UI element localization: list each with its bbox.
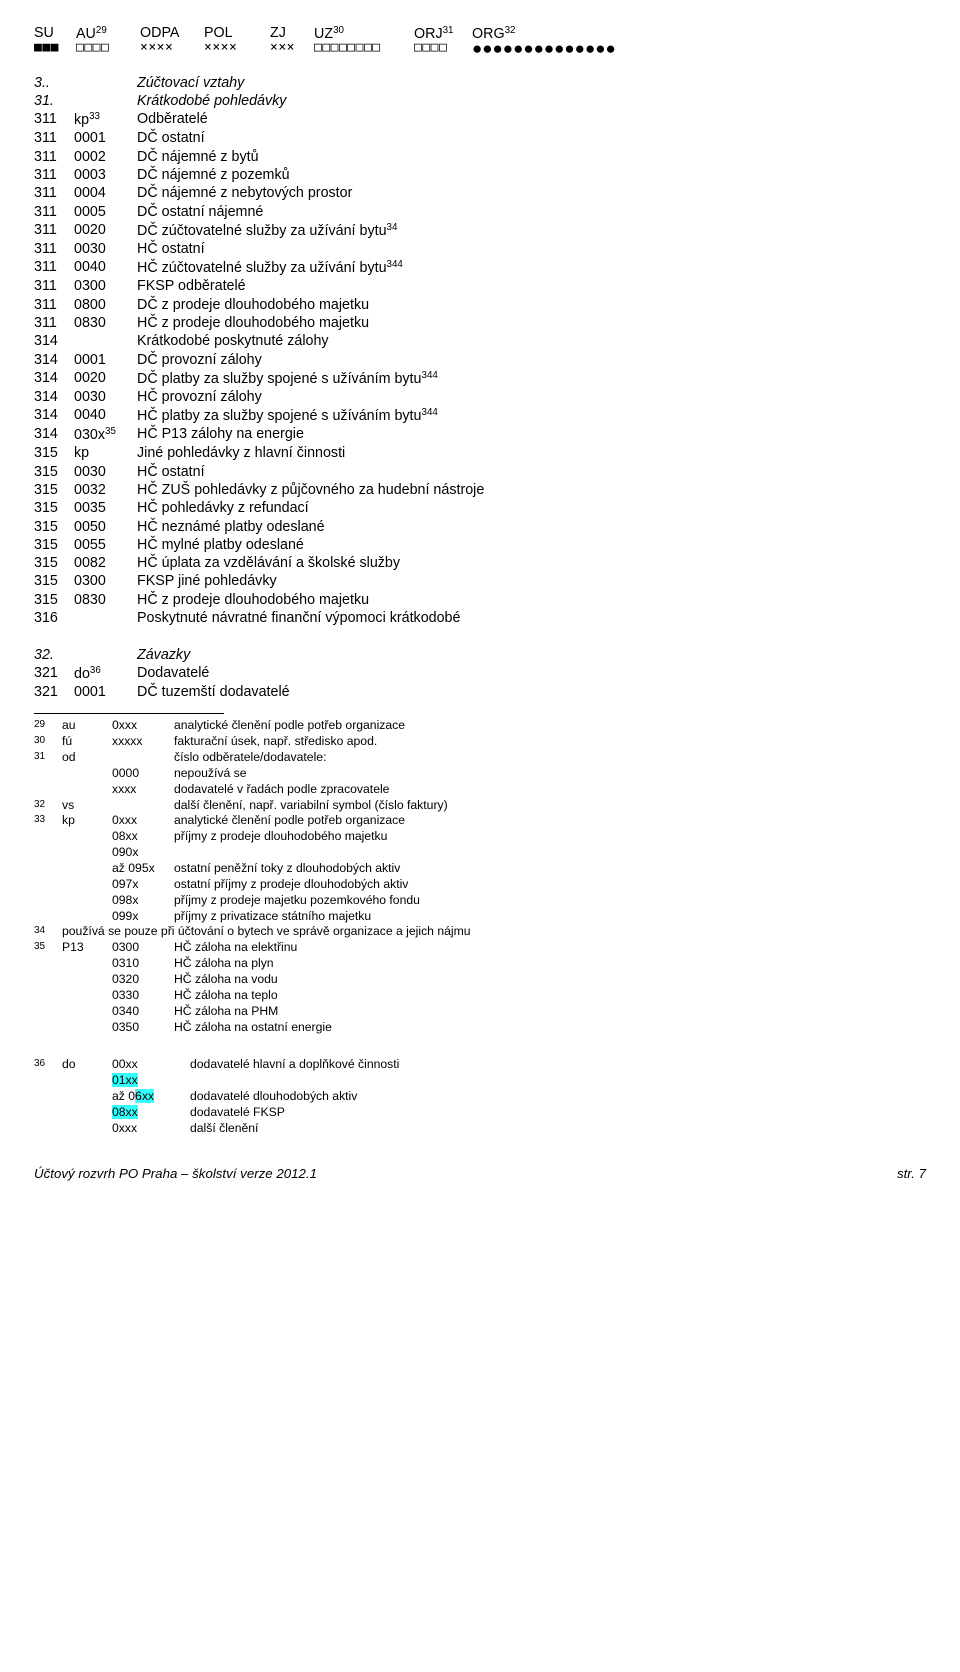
footnote-line: 08xxpříjmy z prodeje dlouhodobého majetk… xyxy=(34,829,926,845)
page-footer: Účtový rozvrh PO Praha – školství verze … xyxy=(34,1165,926,1182)
table-row: 3140001DČ provozní zálohy xyxy=(34,351,484,369)
table-row: 3150830HČ z prodeje dlouhodobého majetku xyxy=(34,591,484,609)
table-row: 3110001DČ ostatní xyxy=(34,129,484,147)
table-row: 3110830HČ z prodeje dlouhodobého majetku xyxy=(34,314,484,332)
footnote-line: 08xxdodavatelé FKSP xyxy=(34,1105,926,1121)
footnote-line: 097xostatní příjmy z prodeje dlouhodobýc… xyxy=(34,877,926,893)
footnote-36: 36do00xxdodavatelé hlavní a doplňkové či… xyxy=(34,1057,926,1136)
column-mask-row: ■■■ □□□□ ×××× ×××× ××× □□□□□□□□ □□□□ ●●●… xyxy=(34,42,926,64)
table-row: 3110002DČ nájemné z bytů xyxy=(34,148,484,166)
table-row: 3110300FKSP odběratelé xyxy=(34,277,484,295)
footer-right: str. 7 xyxy=(897,1165,926,1182)
footnote-line: 098xpříjmy z prodeje majetku pozemkového… xyxy=(34,893,926,909)
table-row: 3150030HČ ostatní xyxy=(34,463,484,481)
table-row: 3110040HČ zúčtovatelné služby za užívání… xyxy=(34,258,484,277)
table-row: 3150300FKSP jiné pohledávky xyxy=(34,572,484,590)
account-list: 3..Zúčtovací vztahy31.Krátkodobé pohledá… xyxy=(34,74,484,701)
footnote-line: 090x xyxy=(34,845,926,861)
footnote-line: 0350HČ záloha na ostatní energie xyxy=(34,1020,926,1036)
footnote-line: 0xxxdalší členění xyxy=(34,1121,926,1137)
footnote-line: 31odčíslo odběratele/dodavatele: xyxy=(34,750,926,766)
table-row: 311kp33Odběratelé xyxy=(34,110,484,129)
footnote-line: 0000nepoužívá se xyxy=(34,766,926,782)
table-row: 3150050HČ neznámé platby odeslané xyxy=(34,518,484,536)
table-row: 314Krátkodobé poskytnuté zálohy xyxy=(34,332,484,350)
footnote-line: 0310HČ záloha na plyn xyxy=(34,956,926,972)
table-row: 316Poskytnuté návratné finanční výpomoci… xyxy=(34,609,484,627)
footnote-line: 0330HČ záloha na teplo xyxy=(34,988,926,1004)
table-row: 3140020DČ platby za služby spojené s uží… xyxy=(34,369,484,388)
table-row: 315kpJiné pohledávky z hlavní činnosti xyxy=(34,444,484,462)
table-row: 3..Zúčtovací vztahy xyxy=(34,74,484,92)
table-row: 3140040HČ platby za služby spojené s uží… xyxy=(34,406,484,425)
table-row: 3110004DČ nájemné z nebytových prostor xyxy=(34,184,484,202)
footnote-line: 36do00xxdodavatelé hlavní a doplňkové či… xyxy=(34,1057,926,1073)
table-row: 3110003DČ nájemné z pozemků xyxy=(34,166,484,184)
footnote-line: až 06xxdodavatelé dlouhodobých aktiv xyxy=(34,1089,926,1105)
footnote-line: 0340HČ záloha na PHM xyxy=(34,1004,926,1020)
table-row: 3150032HČ ZUŠ pohledávky z půjčovného za… xyxy=(34,481,484,499)
footnote-line: 0320HČ záloha na vodu xyxy=(34,972,926,988)
footnote-line: xxxxdodavatelé v řadách podle zpracovate… xyxy=(34,782,926,798)
table-row: 3150055HČ mylné platby odeslané xyxy=(34,536,484,554)
footnote-divider xyxy=(34,713,224,714)
table-row: 321do36Dodavatelé xyxy=(34,664,484,683)
table-row: 3110005DČ ostatní nájemné xyxy=(34,203,484,221)
footnote-line: 33kp0xxxanalytické členění podle potřeb … xyxy=(34,813,926,829)
footnote-line: 30fúxxxxxfakturační úsek, např. středisk… xyxy=(34,734,926,750)
table-row: 3110030HČ ostatní xyxy=(34,240,484,258)
footnote-line: až 095xostatní peněžní toky z dlouhodobý… xyxy=(34,861,926,877)
footnote-line: 34používá se pouze při účtování o bytech… xyxy=(34,924,926,940)
table-row: 3140030HČ provozní zálohy xyxy=(34,388,484,406)
table-row: 3150035HČ pohledávky z refundací xyxy=(34,499,484,517)
footnotes: 29au0xxxanalytické členění podle potřeb … xyxy=(34,718,926,1035)
table-row: 314030x35HČ P13 zálohy na energie xyxy=(34,425,484,444)
footnote-line: 099xpříjmy z privatizace státního majetk… xyxy=(34,909,926,925)
table-row: 3110020DČ zúčtovatelné služby za užívání… xyxy=(34,221,484,240)
table-row: 31.Krátkodobé pohledávky xyxy=(34,92,484,110)
footer-left: Účtový rozvrh PO Praha – školství verze … xyxy=(34,1165,317,1182)
footnote-line: 32vsdalší členění, např. variabilní symb… xyxy=(34,798,926,814)
footnote-line: 35P130300HČ záloha na elektřinu xyxy=(34,940,926,956)
table-row: 3210001DČ tuzemští dodavatelé xyxy=(34,683,484,701)
table-row: 32.Závazky xyxy=(34,646,484,664)
table-row: 3150082HČ úplata za vzdělávání a školské… xyxy=(34,554,484,572)
footnote-line: 29au0xxxanalytické členění podle potřeb … xyxy=(34,718,926,734)
table-row: 3110800DČ z prodeje dlouhodobého majetku xyxy=(34,296,484,314)
footnote-line: 01xx xyxy=(34,1073,926,1089)
